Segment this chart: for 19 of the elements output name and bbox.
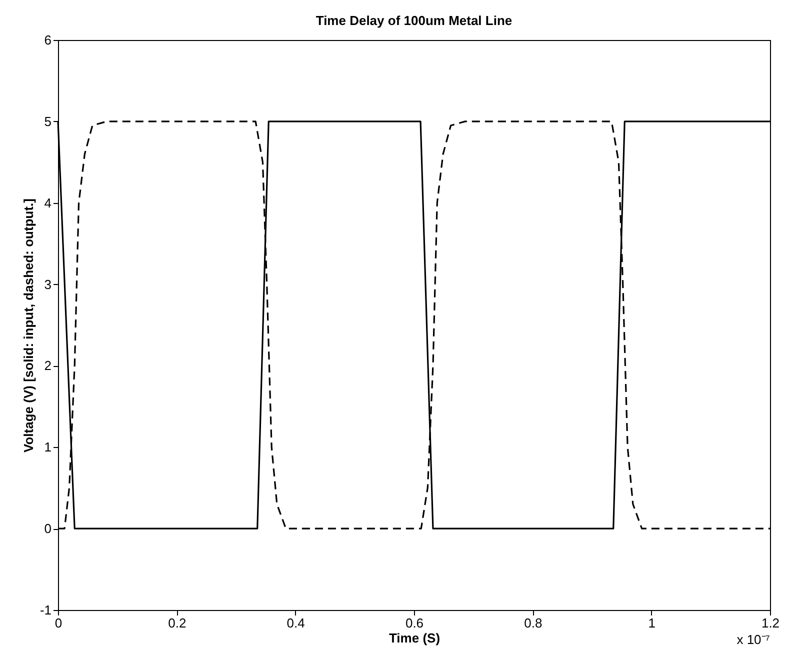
x-tick-label: 0.6 — [405, 616, 424, 630]
y-tick-label: -1 — [40, 602, 52, 618]
x-axis-title: Time (S) — [388, 630, 440, 646]
y-tick-label: 2 — [44, 358, 52, 374]
y-tick-label: 6 — [44, 32, 52, 48]
y-tick-label: 5 — [44, 114, 52, 129]
y-tick-label: 4 — [44, 195, 52, 210]
chart-title: Time Delay of 100um Metal Line — [316, 13, 512, 28]
text: x 10⁻⁷ — [736, 632, 770, 647]
y-tick-label: 1 — [44, 440, 52, 455]
x-tick-label: 0.2 — [168, 616, 186, 630]
x-tick-label: 0 — [54, 616, 62, 630]
x-tick-label: 1.2 — [761, 616, 780, 630]
y-axis-title: Voltage (V) [solid: input, dashed: output.] — [20, 198, 36, 452]
y-tick-label: 0 — [44, 521, 52, 536]
x-tick-label: 1 — [648, 616, 656, 630]
x-tick-label: 0.8 — [524, 616, 542, 630]
y-tick-label: 3 — [44, 276, 52, 292]
x-tick-label: 0.4 — [286, 616, 305, 630]
